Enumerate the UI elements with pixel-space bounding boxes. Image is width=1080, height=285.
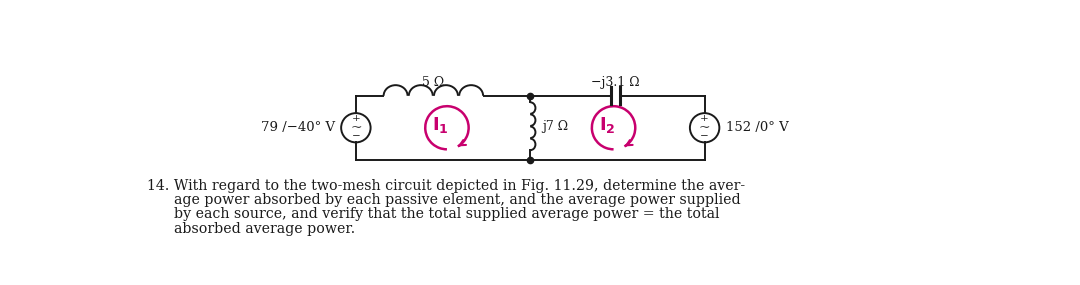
Text: −: − bbox=[351, 132, 361, 141]
Text: absorbed average power.: absorbed average power. bbox=[147, 222, 355, 236]
Text: by each source, and verify that the total supplied average power = the total: by each source, and verify that the tota… bbox=[147, 207, 719, 221]
Text: ~: ~ bbox=[699, 121, 711, 135]
Text: $\mathbf{I_2}$: $\mathbf{I_2}$ bbox=[599, 115, 616, 135]
Text: +: + bbox=[351, 114, 361, 123]
Text: −: − bbox=[700, 132, 708, 141]
Text: ~: ~ bbox=[350, 121, 362, 135]
Text: +: + bbox=[700, 114, 708, 123]
Text: $\mathbf{I_1}$: $\mathbf{I_1}$ bbox=[432, 115, 449, 135]
Text: 14. With regard to the two-mesh circuit depicted in Fig. 11.29, determine the av: 14. With regard to the two-mesh circuit … bbox=[147, 179, 745, 193]
Text: 5 Ω: 5 Ω bbox=[422, 76, 445, 89]
Text: age power absorbed by each passive element, and the average power supplied: age power absorbed by each passive eleme… bbox=[147, 193, 741, 207]
Text: 152 /0° V: 152 /0° V bbox=[726, 121, 788, 134]
Text: 79 /−40° V: 79 /−40° V bbox=[261, 121, 335, 134]
Text: −j3.1 Ω: −j3.1 Ω bbox=[591, 76, 639, 89]
Text: j7 Ω: j7 Ω bbox=[542, 120, 569, 133]
